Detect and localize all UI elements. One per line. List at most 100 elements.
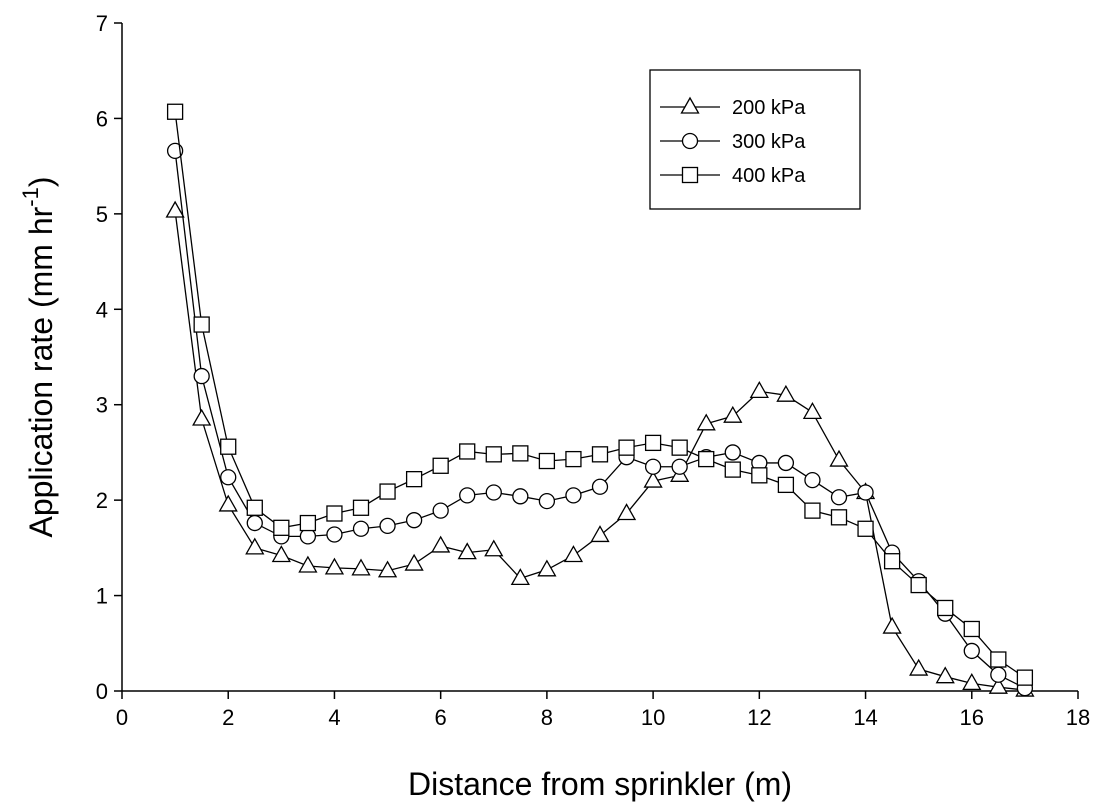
x-tick-label: 12	[747, 705, 771, 730]
y-axis-label-main: Application rate (mm hr	[23, 206, 59, 537]
marker	[352, 520, 370, 537]
marker	[165, 200, 185, 218]
marker	[777, 476, 795, 494]
series-line	[174, 150, 1026, 689]
marker	[723, 405, 743, 423]
marker	[698, 450, 715, 468]
y-axis-label-sup: -1	[18, 187, 43, 207]
marker	[937, 599, 954, 617]
marker	[935, 666, 955, 684]
marker	[830, 489, 848, 506]
marker	[830, 509, 848, 526]
marker	[326, 526, 343, 543]
marker	[909, 658, 929, 676]
marker	[749, 381, 769, 399]
marker	[405, 512, 423, 529]
marker	[883, 553, 901, 570]
marker	[696, 413, 716, 431]
legend-label: 300 kPa	[732, 131, 806, 153]
x-axis-label: Distance from sprinkler (m)	[408, 766, 792, 802]
marker	[724, 444, 741, 461]
marker	[377, 560, 398, 578]
marker	[326, 505, 343, 522]
legend-marker	[681, 132, 699, 150]
marker	[857, 484, 874, 501]
marker	[379, 483, 396, 500]
marker	[910, 576, 927, 594]
marker	[563, 545, 584, 563]
marker	[565, 487, 582, 504]
marker	[484, 539, 504, 557]
marker	[271, 545, 291, 563]
y-tick-label: 2	[96, 488, 108, 513]
marker	[379, 517, 396, 535]
marker	[273, 519, 290, 536]
marker	[882, 616, 902, 634]
legend-marker	[680, 96, 700, 114]
x-tick-label: 0	[116, 705, 128, 730]
marker	[591, 446, 609, 463]
marker	[220, 438, 237, 455]
marker	[590, 525, 610, 543]
marker	[804, 471, 821, 489]
marker	[432, 502, 449, 519]
marker	[432, 457, 449, 474]
y-tick-label: 3	[96, 393, 108, 418]
marker	[565, 450, 582, 468]
marker	[193, 316, 210, 333]
y-tick-label: 6	[96, 106, 108, 131]
marker	[802, 402, 823, 419]
marker	[616, 503, 637, 521]
marker	[618, 439, 635, 456]
x-tick-label: 18	[1066, 705, 1090, 730]
marker	[405, 470, 423, 488]
marker	[245, 537, 265, 555]
y-tick-label: 5	[96, 202, 108, 227]
marker	[404, 553, 424, 571]
marker	[246, 514, 263, 532]
y-tick-label: 7	[96, 11, 108, 36]
series	[166, 142, 1034, 697]
marker	[510, 568, 530, 586]
marker	[537, 559, 557, 577]
legend: 200 kPa 300 kPa 400 kPa	[649, 69, 861, 210]
marker	[671, 439, 688, 456]
marker	[352, 499, 370, 516]
marker	[671, 458, 688, 475]
y-tick-label: 4	[96, 297, 108, 322]
marker	[988, 676, 1008, 694]
marker	[431, 535, 451, 553]
series-line	[174, 111, 1026, 679]
marker	[193, 367, 210, 385]
marker	[298, 555, 318, 573]
marker	[962, 673, 982, 691]
marker	[166, 103, 184, 120]
marker	[538, 452, 556, 470]
marker	[990, 666, 1007, 683]
marker	[804, 502, 821, 519]
marker	[829, 449, 849, 467]
marker	[1016, 669, 1034, 686]
y-tick-label: 0	[96, 679, 108, 704]
x-tick-label: 6	[435, 705, 447, 730]
series	[166, 103, 1034, 686]
marker	[776, 384, 796, 402]
y-axis-label: Application rate (mm hr-1)	[18, 177, 59, 538]
marker	[512, 488, 529, 505]
marker	[591, 478, 609, 495]
marker	[643, 470, 663, 488]
marker	[644, 434, 662, 452]
marker	[644, 458, 662, 475]
x-tick-label: 14	[853, 705, 877, 730]
marker	[192, 408, 212, 426]
y-tick-label: 1	[96, 584, 108, 609]
x-tick-label: 10	[641, 705, 665, 730]
marker	[457, 542, 477, 560]
marker	[538, 492, 556, 510]
marker	[459, 443, 476, 460]
marker	[485, 446, 502, 463]
x-tick-label: 2	[222, 705, 234, 730]
x-tick-label: 8	[541, 705, 553, 730]
marker	[724, 461, 741, 478]
